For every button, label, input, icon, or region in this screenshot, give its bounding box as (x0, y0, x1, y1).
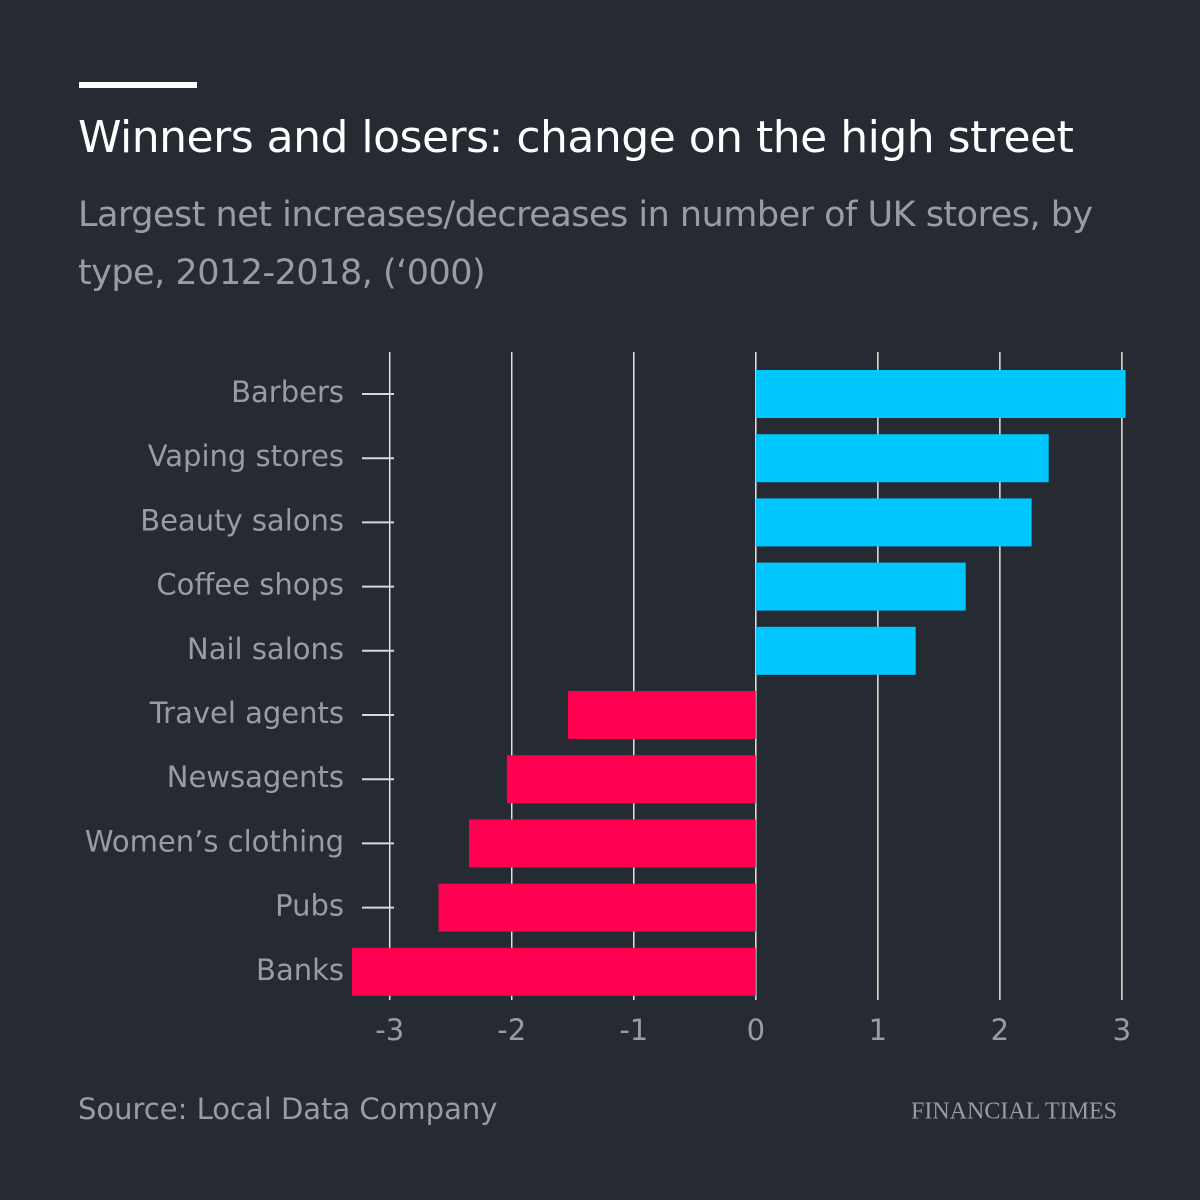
x-tick-label: 3 (1113, 1013, 1131, 1047)
bar (755, 562, 966, 611)
x-tick-label: 2 (991, 1013, 1009, 1047)
bar (469, 819, 756, 868)
bar (755, 434, 1049, 483)
bar (755, 498, 1032, 547)
y-tick-label: Travel agents (149, 696, 344, 730)
chart-subtitle: Largest net increases/decreases in numbe… (78, 195, 1093, 293)
x-tick-label: -3 (375, 1013, 404, 1047)
publisher-logo: FINANCIAL TIMES (911, 1099, 1117, 1125)
y-tick-label: Coffee shops (156, 568, 344, 602)
x-tick-label: -2 (497, 1013, 526, 1047)
x-tick-label: 0 (747, 1013, 765, 1047)
x-tick-label: 1 (869, 1013, 887, 1047)
accent-rule (79, 82, 197, 88)
bar (755, 626, 916, 675)
bar (438, 883, 756, 932)
source: Source: Local Data Company (78, 1092, 497, 1126)
y-tick-label: Vaping stores (148, 439, 344, 473)
x-tick-label: -1 (619, 1013, 648, 1047)
y-tick-label: Pubs (275, 889, 344, 923)
y-tick-label: Banks (256, 953, 344, 987)
y-tick-label: Nail salons (187, 632, 344, 666)
y-tick-label: Barbers (231, 375, 344, 409)
bar (755, 370, 1126, 418)
bar (506, 755, 756, 804)
bar (567, 691, 756, 739)
chart-title: Winners and losers: change on the high s… (78, 112, 1074, 163)
bar (351, 947, 756, 996)
y-tick-label: Newsagents (167, 760, 344, 794)
y-tick-label: Beauty salons (140, 503, 344, 537)
y-tick-label: Women’s clothing (85, 824, 344, 858)
